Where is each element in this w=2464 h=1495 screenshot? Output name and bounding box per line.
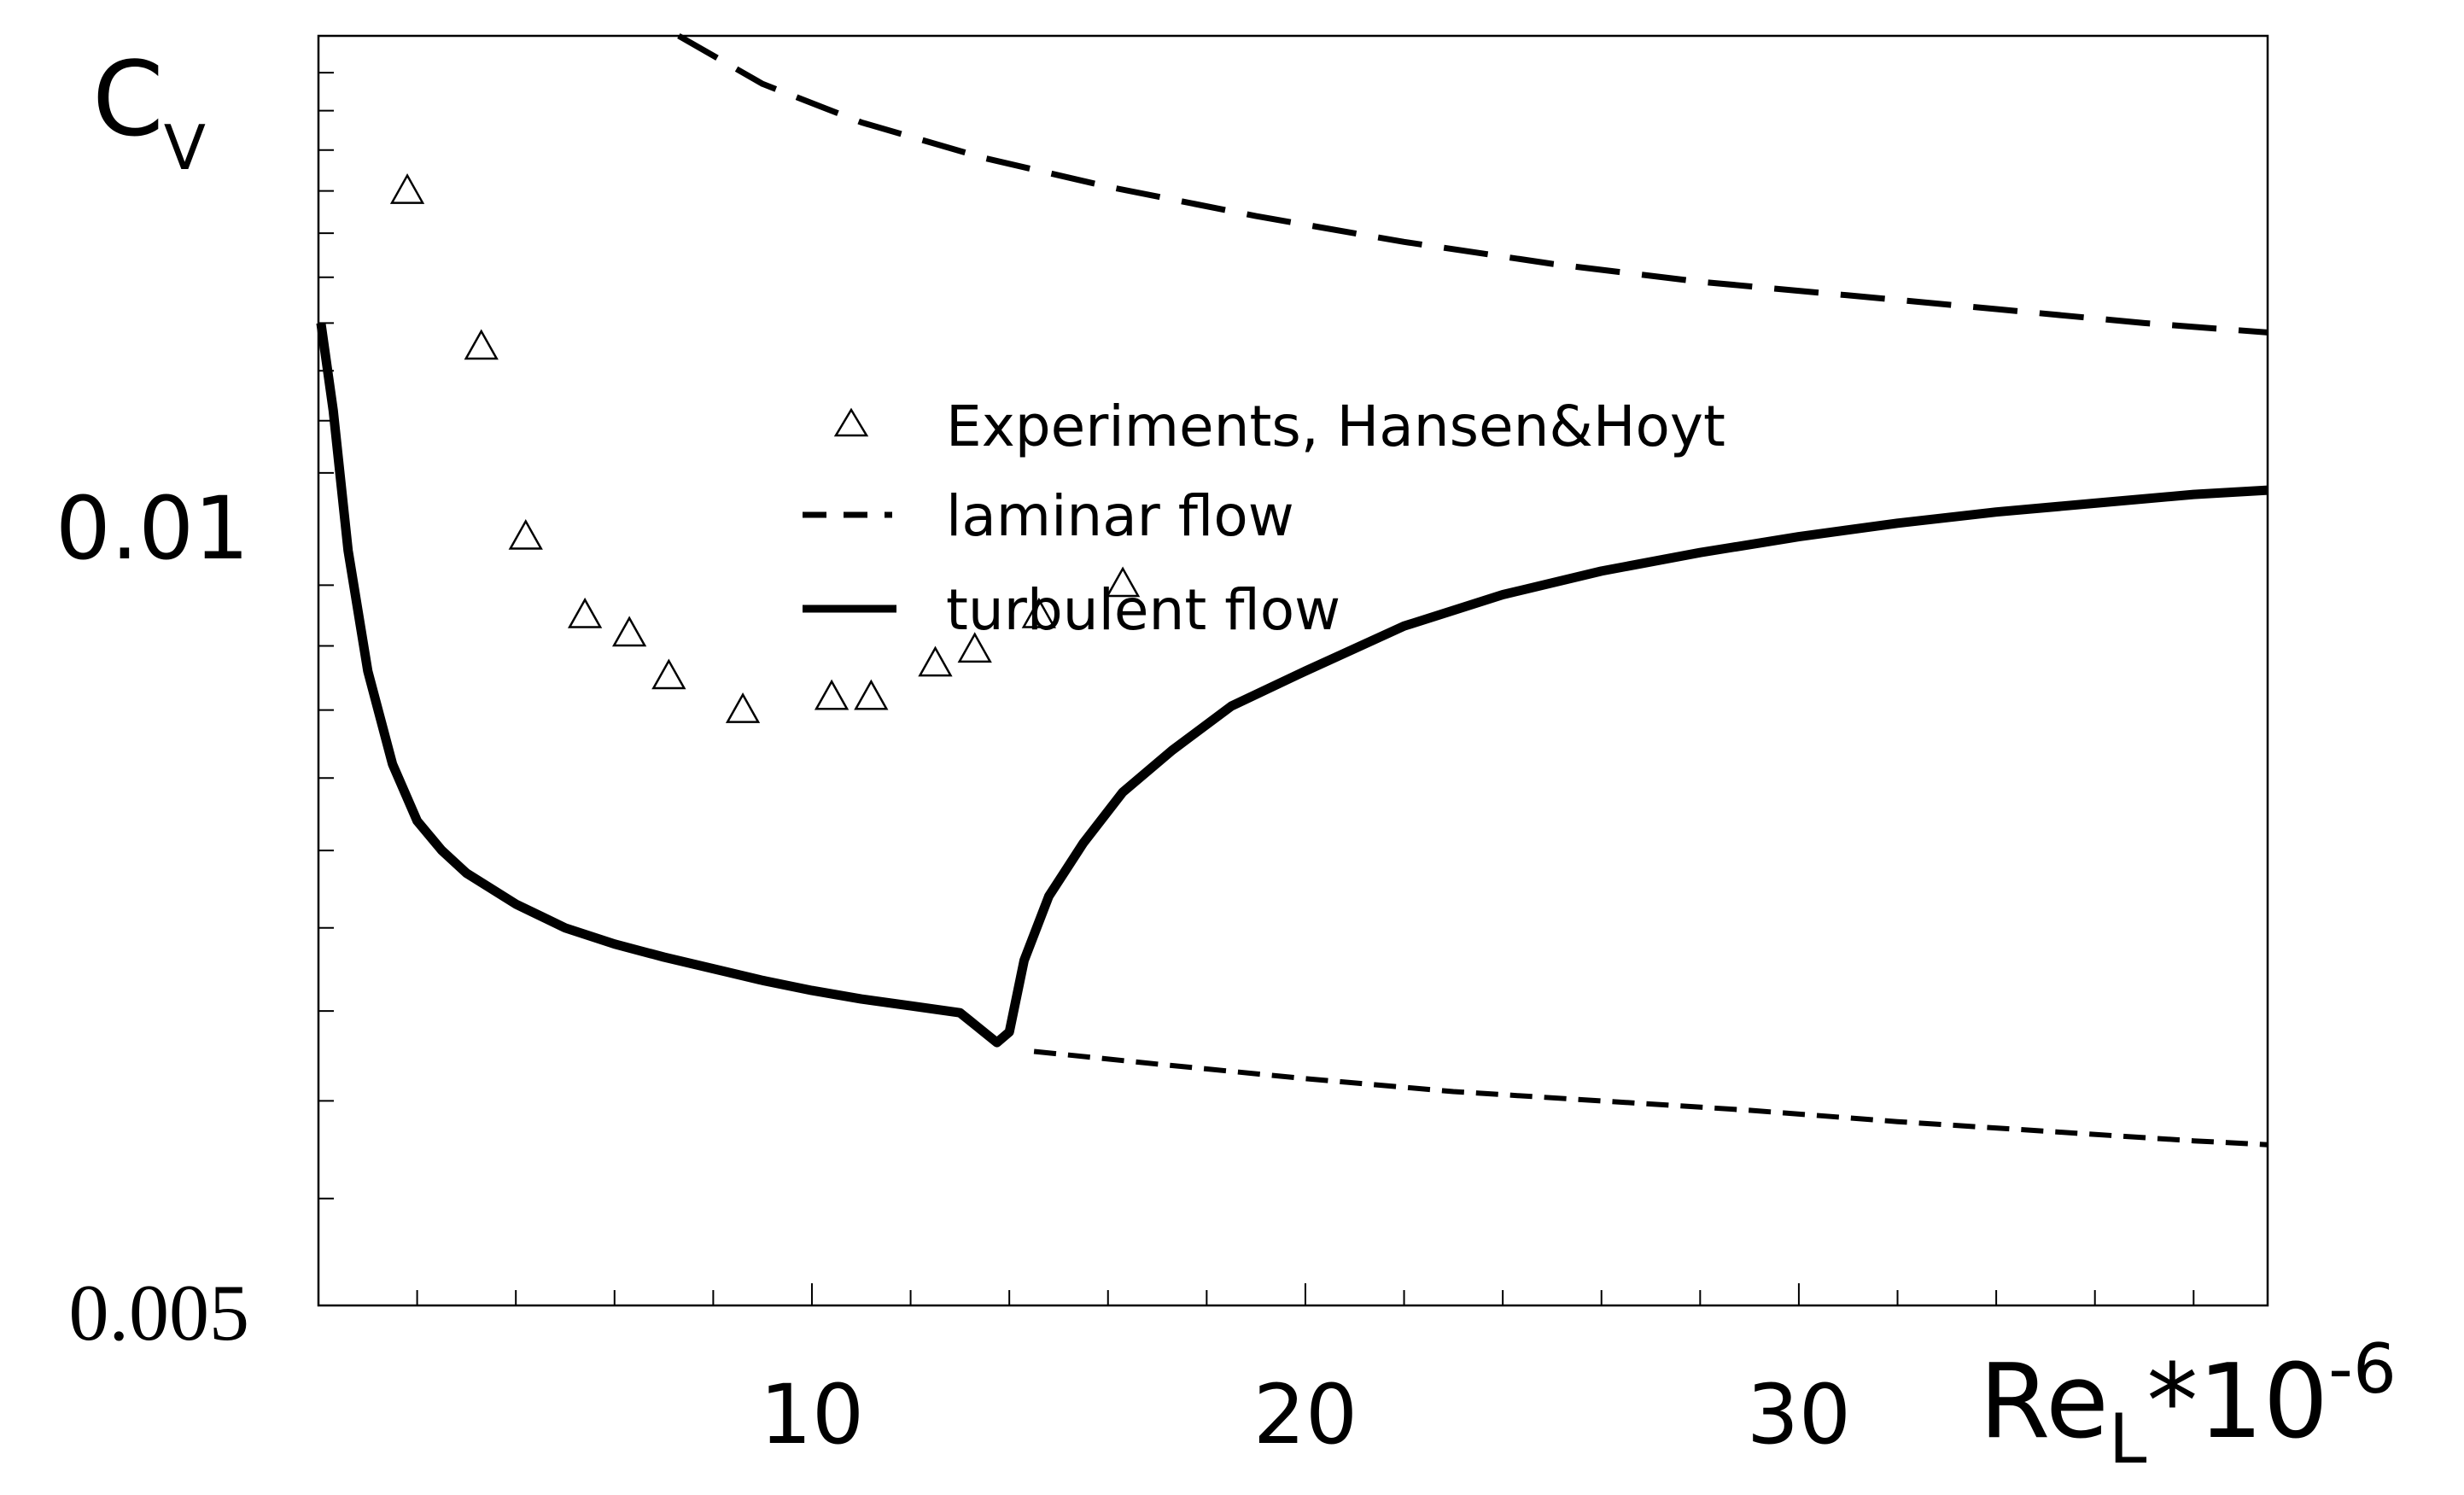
experiment-point [567, 597, 603, 628]
tick-labels: 10 20 30 0.01 0.005 [55, 478, 1851, 1463]
x-axis-label-sub: L [2109, 1399, 2147, 1479]
experiment-point [1021, 597, 1056, 628]
legend-label-laminar: laminar flow [946, 483, 1294, 549]
experiment-point [508, 519, 543, 550]
y-tick-label: 0.005 [69, 1269, 250, 1358]
plot-frame [317, 34, 2269, 1307]
x-axis-label-main: Re [1979, 1343, 2109, 1462]
legend-marker-experiments [833, 407, 869, 437]
legend-label-experiments: Experiments, Hansen&Hoyt [946, 394, 1725, 459]
experiment-point [464, 329, 499, 360]
turbulent-flow-line [316, 322, 2268, 1048]
experiment-point [957, 632, 992, 663]
experiment-point [611, 616, 647, 647]
experiment-point [918, 645, 953, 677]
experiment-point [389, 173, 425, 204]
experiment-point [651, 658, 686, 690]
series-layer [316, 32, 2268, 1148]
axis-ticks [318, 72, 2195, 1305]
y-tick-label: 0.01 [55, 478, 249, 580]
experiment-point [854, 679, 889, 710]
x-axis-label: ReL*10-6 [1979, 1329, 2397, 1479]
x-tick-label: 30 [1747, 1367, 1851, 1463]
experiment-point [725, 692, 761, 723]
laminar-continuation-line [1033, 1048, 2268, 1148]
legend: Experiments, Hansen&Hoyt laminar flow tu… [803, 394, 1725, 643]
experiment-point [814, 679, 850, 710]
x-axis-label-exp: -6 [2328, 1329, 2397, 1409]
x-axis-label-suffix: *10 [2146, 1343, 2328, 1462]
legend-label-turbulent: turbulent flow [946, 577, 1340, 643]
y-axis-label: CV [92, 41, 206, 184]
experiment-point [1105, 566, 1141, 598]
laminar-flow-line [677, 32, 2268, 336]
x-tick-label: 10 [760, 1367, 864, 1463]
y-axis-label-sub: V [164, 112, 206, 184]
x-tick-label: 20 [1253, 1367, 1358, 1463]
y-axis-label-main: C [92, 41, 164, 160]
